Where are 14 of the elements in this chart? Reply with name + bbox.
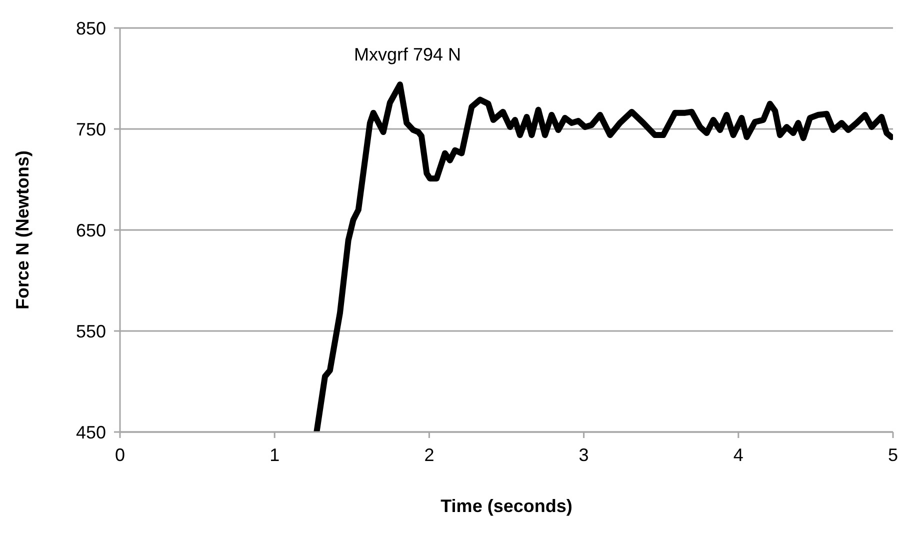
x-tick-label: 0	[114, 444, 126, 465]
x-tick-label: 1	[270, 444, 280, 465]
x-tick-label: 4	[733, 444, 744, 465]
x-tick-label: 5	[888, 444, 898, 465]
y-tick-label: 650	[76, 220, 106, 240]
y-tick-label: 850	[76, 18, 106, 38]
y-tick-label: 550	[76, 321, 106, 342]
annotation: Mxvgrf 794 N	[354, 44, 462, 65]
x-tick-label: 2	[424, 444, 434, 465]
y-tick-label: 750	[76, 119, 106, 140]
y-tick-label: 450	[76, 422, 106, 442]
x-tick-label: 3	[578, 444, 589, 465]
x-axis-title: Time (seconds)	[440, 496, 572, 516]
y-axis-title: Force N (Newtons)	[12, 150, 32, 310]
